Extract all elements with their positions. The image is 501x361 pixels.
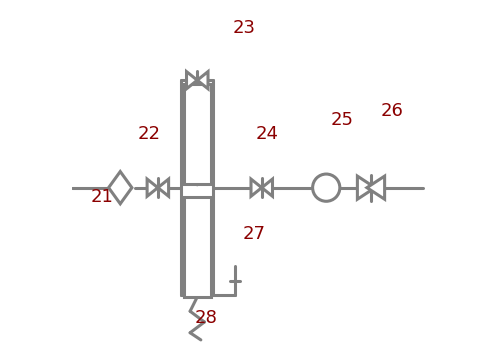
Polygon shape [186, 71, 197, 89]
Polygon shape [261, 179, 272, 196]
Polygon shape [250, 179, 261, 196]
Polygon shape [157, 179, 168, 196]
Polygon shape [147, 179, 157, 196]
Text: 25: 25 [330, 110, 353, 129]
Polygon shape [357, 176, 374, 199]
Text: 24: 24 [255, 125, 278, 143]
Bar [183, 197, 210, 297]
Text: 21: 21 [91, 188, 114, 206]
Polygon shape [366, 176, 384, 199]
Circle shape [312, 174, 339, 201]
Text: 28: 28 [194, 309, 217, 327]
Text: 26: 26 [380, 102, 403, 119]
Text: 23: 23 [232, 19, 255, 37]
Polygon shape [197, 71, 207, 89]
Text: 27: 27 [242, 225, 266, 243]
Polygon shape [108, 171, 132, 204]
Bar [183, 84, 210, 184]
Text: 22: 22 [137, 125, 160, 143]
